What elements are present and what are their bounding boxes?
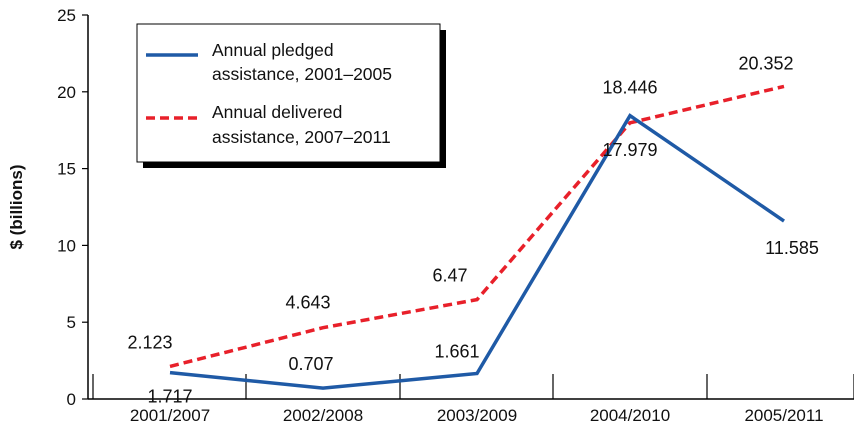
legend: Annual pledged assistance, 2001–2005 Ann…: [136, 23, 446, 168]
y-tick-label: 25: [57, 6, 76, 25]
data-label-pledged: 18.446: [602, 78, 657, 98]
legend-label-delivered-line1: Annual delivered: [212, 102, 342, 122]
y-axis-title: $ (billions): [7, 165, 26, 250]
x-tick-label: 2002/2008: [283, 406, 363, 425]
y-tick-label: 20: [57, 83, 76, 102]
data-labels: 1.717 0.707 1.661 18.446 11.585 2.123 4.643 6.4…: [127, 53, 818, 406]
series-line-pledged: [169, 113, 785, 390]
legend-label-delivered-line2: assistance, 2007–2011: [212, 127, 391, 147]
data-label-pledged: 0.707: [288, 354, 333, 374]
data-label-pledged: 1.661: [434, 341, 479, 361]
data-label-delivered: 17.979: [602, 140, 657, 160]
data-label-delivered: 2.123: [127, 332, 172, 352]
y-ticks: 0 5 10 15 20 25: [57, 6, 88, 409]
y-tick-label: 10: [57, 236, 76, 255]
y-tick-label: 15: [57, 160, 76, 179]
x-tick-label: 2005/2011: [744, 406, 823, 425]
data-label-pledged: 1.717: [147, 387, 192, 407]
data-label-delivered: 6.47: [432, 266, 467, 286]
legend-box: [136, 23, 441, 163]
series-layer: [169, 84, 785, 390]
x-tick-label: 2001/2007: [130, 406, 210, 425]
legend-label-pledged-line1: Annual pledged: [212, 40, 334, 60]
x-tick-label: 2003/2009: [437, 406, 517, 425]
legend-label-pledged-line2: assistance, 2001–2005: [212, 64, 392, 84]
x-ticks: 2001/2007 2002/2008 2003/2009 2004/2010 2005…: [92, 374, 854, 425]
y-tick-label: 0: [67, 390, 76, 409]
x-tick-label: 2004/2010: [590, 406, 670, 425]
data-label-delivered: 4.643: [285, 293, 330, 313]
y-tick-label: 5: [67, 313, 76, 332]
series-line-delivered: [169, 84, 785, 369]
data-label-delivered: 20.352: [738, 53, 793, 73]
data-label-pledged: 11.585: [765, 238, 819, 258]
